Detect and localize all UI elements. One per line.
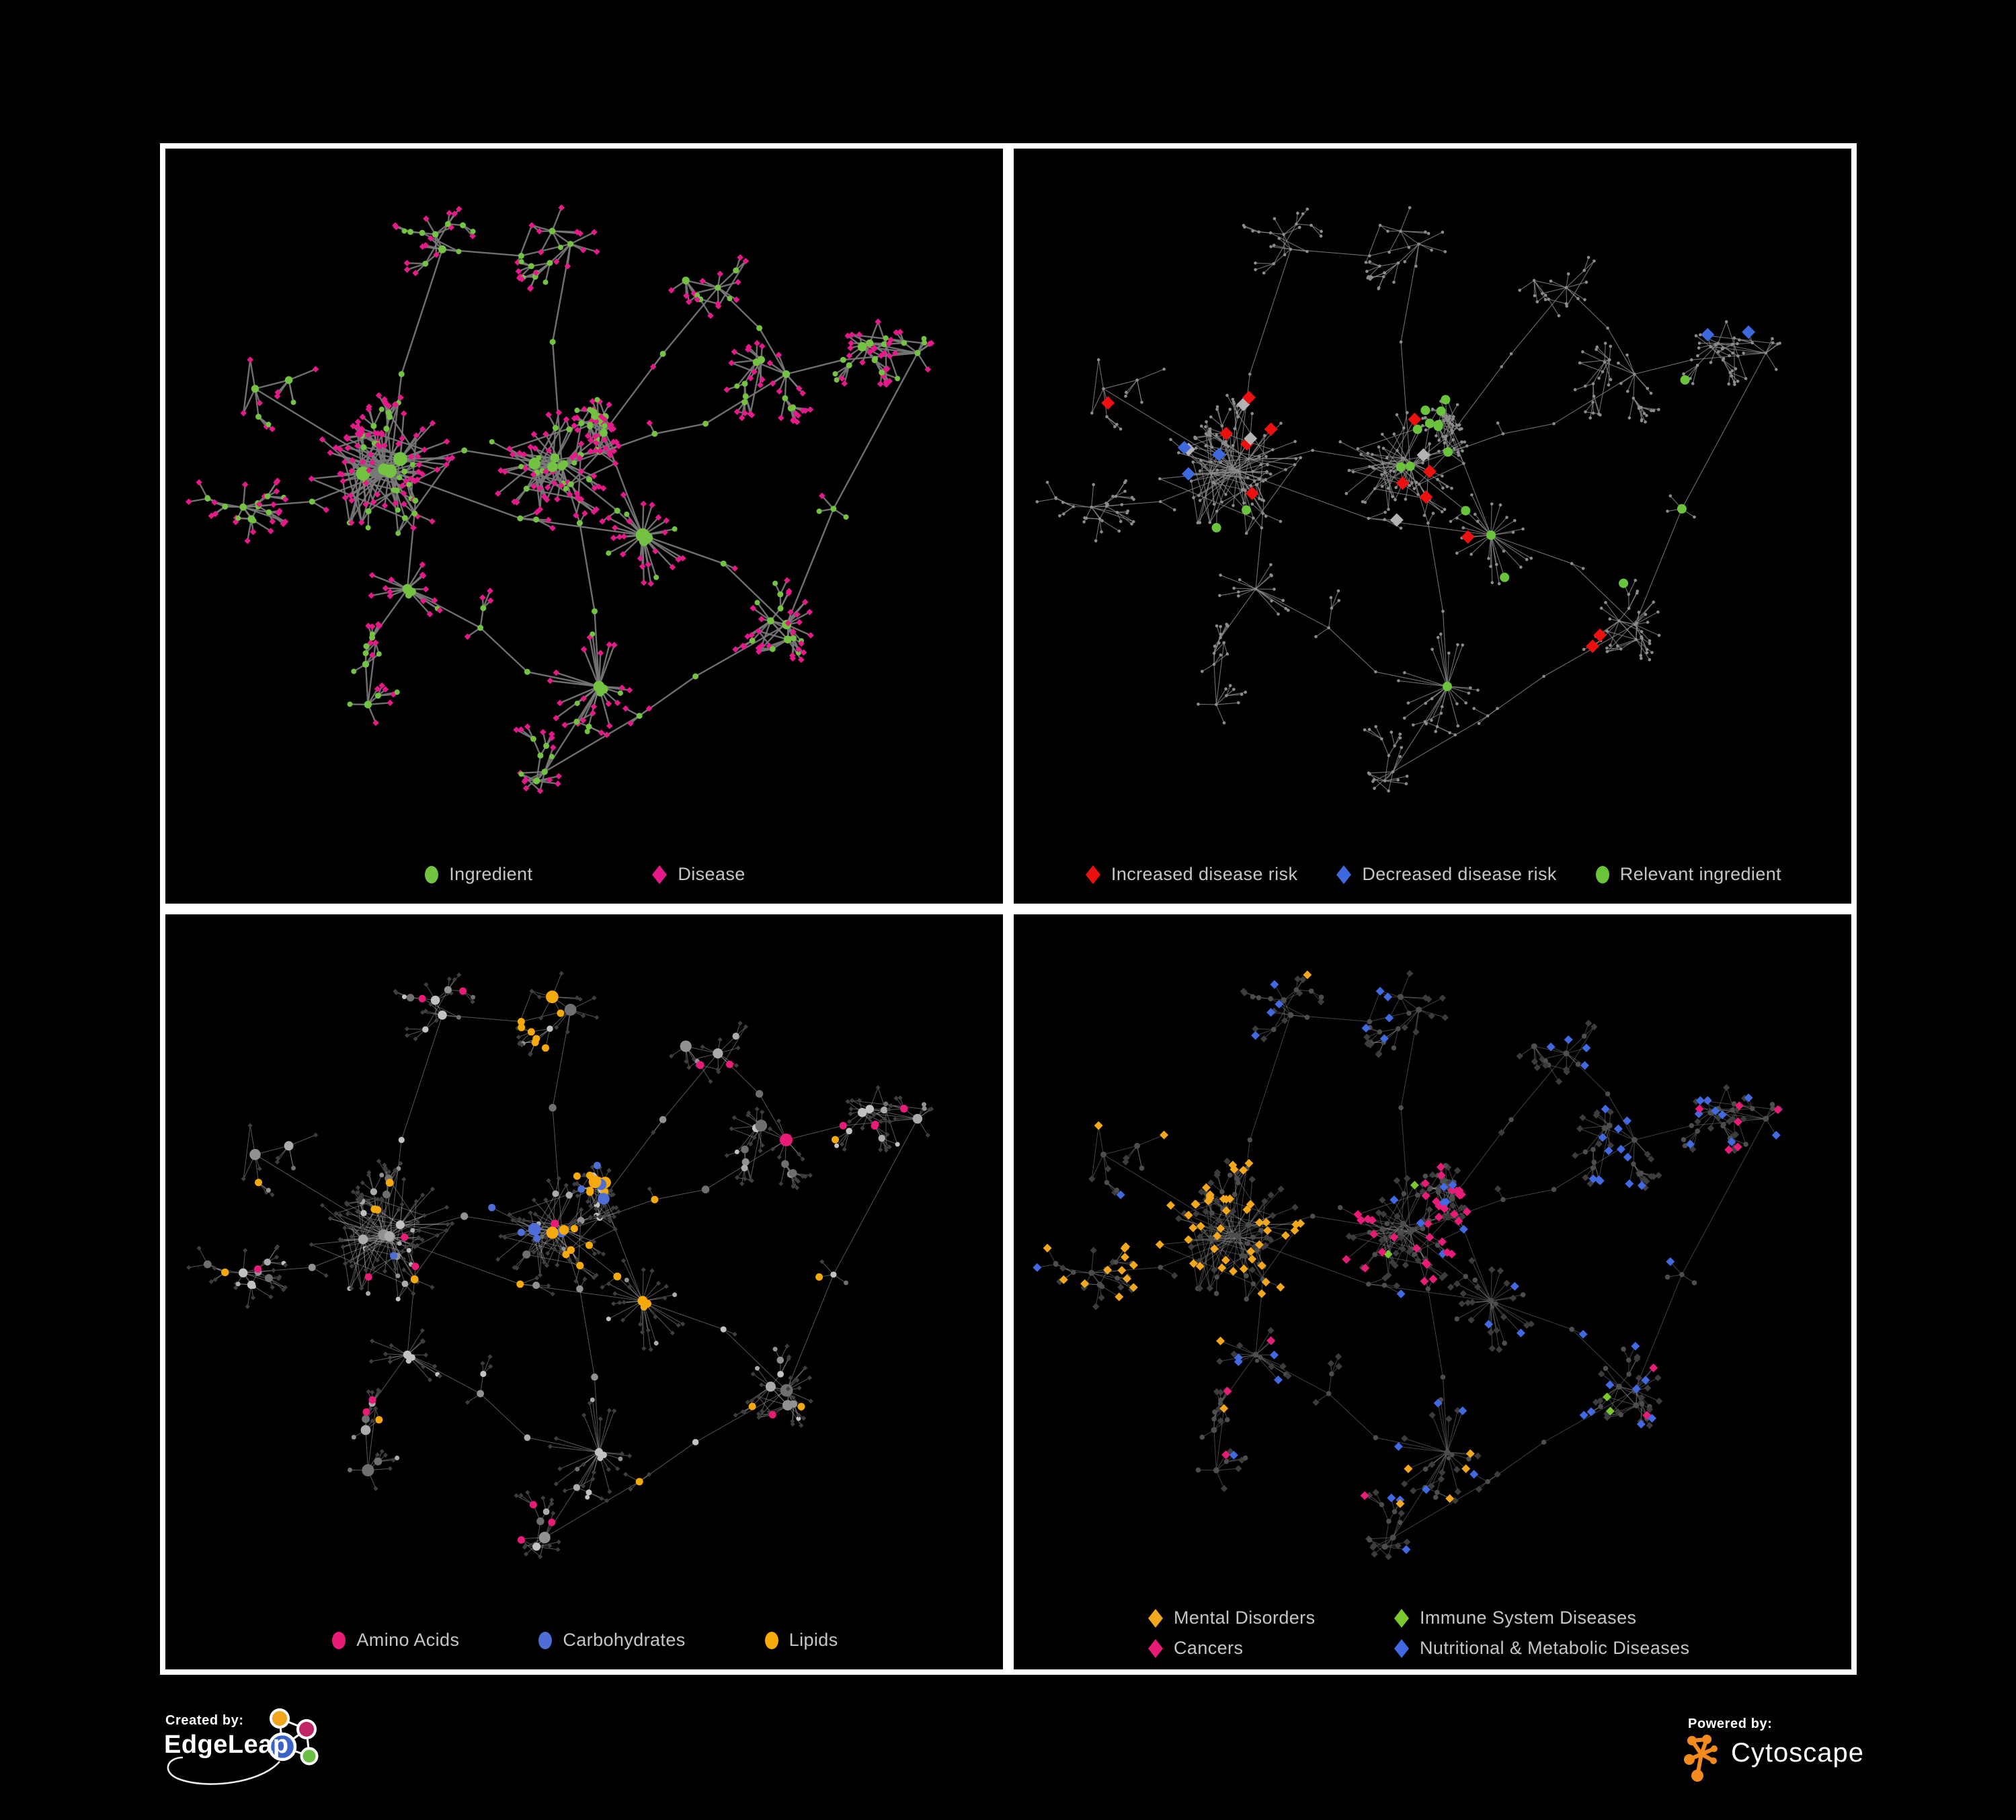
legend-label: Ingredient <box>449 864 533 884</box>
panel-disease-risk: Increased disease risk Decreased disease … <box>1008 143 1857 909</box>
legend-item-ingredient: Ingredient <box>423 864 532 885</box>
legend-label: Mental Disorders <box>1174 1608 1316 1628</box>
legend-marker-diamond <box>1085 865 1100 884</box>
legend-item-nutritional-metabolic-diseases: Nutritional & Metabolic Diseases <box>1392 1638 1689 1659</box>
network-graph-ingredients-diseases <box>186 204 935 795</box>
legend-item-carbohydrates: Carbohydrates <box>536 1630 685 1651</box>
legend-ingredients-diseases: Ingredient Disease <box>165 864 1003 885</box>
cytoscape-brand: Powered by: Cytoscape <box>1683 1711 1999 1805</box>
created-by-label: Created by: <box>165 1713 244 1728</box>
edgeleap-brand: Created by: EdgeLeap <box>160 1708 483 1815</box>
edgeleap-logo <box>167 1708 319 1785</box>
legend-label: Immune System Diseases <box>1420 1608 1637 1628</box>
legend-marker-diamond <box>652 865 668 884</box>
legend-label: Lipids <box>789 1630 838 1650</box>
panel-disease-categories: Mental Disorders Immune System Diseases Ca… <box>1008 909 1857 1675</box>
legend-item-lipids: Lipids <box>763 1630 838 1651</box>
legend-compound-classes: Amino Acids Carbohydrates Lipids <box>165 1630 1003 1651</box>
edgeleap-wordmark: EdgeLeap <box>164 1731 289 1759</box>
legend-label: Cancers <box>1174 1638 1244 1658</box>
legend-marker-circle <box>1595 865 1609 883</box>
legend-item-relevant-ingredient: Relevant ingredient <box>1594 864 1781 885</box>
panel-ingredients-diseases: Ingredient Disease <box>160 143 1008 909</box>
network-graph-disease-risk <box>1035 206 1781 793</box>
network-graph-disease-categories <box>1033 970 1783 1560</box>
legend-marker-diamond <box>1394 1638 1409 1658</box>
panel-compound-classes: Amino Acids Carbohydrates Lipids <box>160 909 1008 1675</box>
legend-item-cancers: Cancers <box>1146 1638 1392 1659</box>
legend-label: Increased disease risk <box>1111 864 1298 884</box>
legend-marker-diamond <box>1336 865 1352 884</box>
legend-marker-diamond <box>1148 1608 1163 1628</box>
legend-item-mental-disorders: Mental Disorders <box>1146 1608 1392 1628</box>
legend-label: Relevant ingredient <box>1619 864 1782 884</box>
legend-label: Nutritional & Metabolic Diseases <box>1420 1638 1690 1658</box>
legend-label: Amino Acids <box>356 1630 460 1650</box>
cytoscape-logo <box>1684 1735 1718 1782</box>
legend-marker-circle <box>425 865 439 883</box>
legend-disease-categories: Mental Disorders Immune System Diseases Ca… <box>1014 1608 1851 1659</box>
legend-marker-diamond <box>1148 1638 1163 1658</box>
legend-item-disease: Disease <box>650 864 745 885</box>
legend-item-increased-disease-risk: Increased disease risk <box>1084 864 1297 885</box>
legend-item-immune-system-diseases: Immune System Diseases <box>1392 1608 1689 1628</box>
legend-marker-circle <box>538 1631 553 1649</box>
legend-item-decreased-disease-risk: Decreased disease risk <box>1334 864 1556 885</box>
legend-disease-risk: Increased disease risk Decreased disease … <box>1014 864 1851 885</box>
legend-label: Disease <box>678 864 745 884</box>
legend-label: Decreased disease risk <box>1362 864 1557 884</box>
legend-marker-diamond <box>1394 1608 1409 1628</box>
legend-marker-circle <box>332 1631 346 1649</box>
network-graph-compound-classes <box>186 971 934 1559</box>
legend-label: Carbohydrates <box>563 1630 686 1650</box>
legend-marker-circle <box>764 1631 778 1649</box>
cytoscape-wordmark: Cytoscape <box>1731 1738 1864 1768</box>
legend-item-amino-acids: Amino Acids <box>330 1630 459 1651</box>
powered-by-label: Powered by: <box>1688 1716 1773 1731</box>
